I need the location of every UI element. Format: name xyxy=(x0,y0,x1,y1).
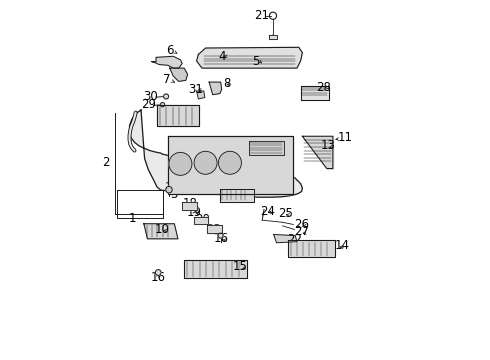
Text: 14: 14 xyxy=(334,239,349,252)
Text: 16: 16 xyxy=(214,232,228,245)
Circle shape xyxy=(160,103,165,107)
Circle shape xyxy=(164,94,169,99)
Text: 16: 16 xyxy=(151,271,166,284)
Polygon shape xyxy=(196,91,205,99)
Text: 31: 31 xyxy=(189,83,203,96)
Polygon shape xyxy=(157,105,199,126)
Circle shape xyxy=(166,186,172,193)
Polygon shape xyxy=(248,140,285,155)
Polygon shape xyxy=(270,36,276,39)
Polygon shape xyxy=(194,217,208,224)
Text: 24: 24 xyxy=(260,205,275,218)
Text: 10: 10 xyxy=(154,223,169,236)
Text: 25: 25 xyxy=(278,207,293,220)
Polygon shape xyxy=(209,82,221,95)
Text: 21: 21 xyxy=(254,9,269,22)
Circle shape xyxy=(169,152,192,175)
Text: 27: 27 xyxy=(294,225,309,238)
Circle shape xyxy=(194,151,217,174)
Polygon shape xyxy=(182,202,197,211)
Text: 8: 8 xyxy=(223,77,231,90)
Text: 7: 7 xyxy=(164,73,171,86)
Polygon shape xyxy=(196,47,302,68)
Text: 23: 23 xyxy=(206,223,221,236)
Text: 3: 3 xyxy=(171,188,178,201)
Polygon shape xyxy=(144,224,178,239)
Text: 13: 13 xyxy=(321,139,336,152)
Text: 9: 9 xyxy=(241,186,248,199)
Text: 26: 26 xyxy=(294,218,309,231)
Text: 12: 12 xyxy=(238,159,252,172)
Circle shape xyxy=(219,151,242,174)
Text: 15: 15 xyxy=(233,260,248,273)
Polygon shape xyxy=(288,240,335,257)
Text: 11: 11 xyxy=(337,131,352,144)
Text: 2: 2 xyxy=(102,156,110,169)
Text: 22: 22 xyxy=(287,233,302,246)
Text: 6: 6 xyxy=(166,44,173,57)
Circle shape xyxy=(218,233,223,238)
Polygon shape xyxy=(207,225,221,233)
Text: 18: 18 xyxy=(183,197,198,210)
Text: 20: 20 xyxy=(195,213,210,226)
Polygon shape xyxy=(274,234,297,243)
Polygon shape xyxy=(220,189,254,202)
Text: 29: 29 xyxy=(141,98,156,111)
Text: 1: 1 xyxy=(128,212,136,225)
Text: 28: 28 xyxy=(317,81,331,94)
Polygon shape xyxy=(302,136,333,168)
Text: 4: 4 xyxy=(218,50,225,63)
Polygon shape xyxy=(129,110,302,197)
Circle shape xyxy=(155,270,161,275)
Text: 30: 30 xyxy=(144,90,158,103)
Polygon shape xyxy=(170,68,188,81)
Polygon shape xyxy=(300,86,329,100)
Polygon shape xyxy=(168,136,294,194)
Text: 17: 17 xyxy=(165,181,180,194)
Polygon shape xyxy=(152,56,182,68)
Text: 19: 19 xyxy=(187,206,201,219)
Text: 5: 5 xyxy=(252,55,259,68)
Polygon shape xyxy=(184,260,247,278)
